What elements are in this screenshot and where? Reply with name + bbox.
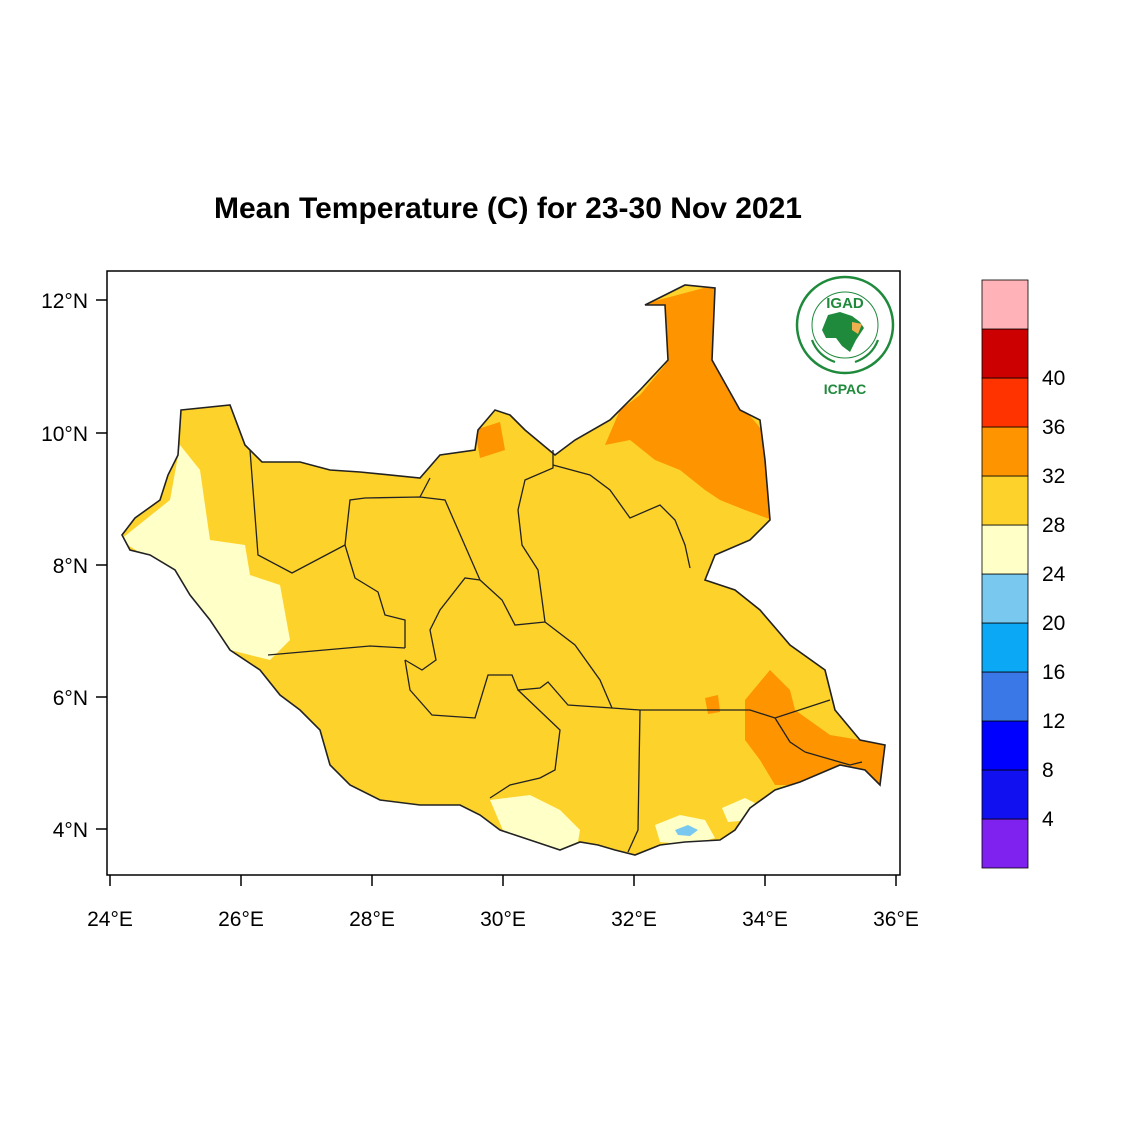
lon-tick-label: 36°E bbox=[873, 908, 919, 931]
colorbar-label: 32 bbox=[1042, 465, 1065, 488]
igad-icpac-logo: IGAD ICPAC bbox=[795, 275, 895, 397]
logo-name: IGAD bbox=[826, 295, 864, 312]
colorbar-bin bbox=[981, 377, 1029, 428]
lat-tick-label: 6°N bbox=[53, 687, 88, 710]
field-28-32-abyei bbox=[475, 422, 505, 458]
map-title: Mean Temperature (C) for 23-30 Nov 2021 bbox=[214, 192, 802, 225]
field-28-32-spot bbox=[705, 695, 720, 714]
colorbar-label: 24 bbox=[1042, 563, 1066, 586]
colorbar: 4 8 12 16 20 24 28 32 36 40 bbox=[981, 279, 1066, 869]
laurel-right-icon bbox=[854, 339, 880, 364]
colorbar-bin bbox=[981, 720, 1029, 771]
lon-tick-label: 24°E bbox=[87, 908, 133, 931]
logo-inner-ring bbox=[811, 291, 879, 359]
colorbar-bin bbox=[981, 671, 1029, 722]
colorbar-label: 8 bbox=[1042, 759, 1054, 782]
colorbar-bin bbox=[981, 328, 1029, 379]
colorbar-bin bbox=[981, 622, 1029, 673]
colorbar-label: 16 bbox=[1042, 661, 1065, 684]
igad-region-icon bbox=[852, 322, 862, 334]
lon-tick-label: 34°E bbox=[742, 908, 788, 931]
colorbar-bin bbox=[981, 769, 1029, 820]
colorbar-bin bbox=[981, 818, 1029, 869]
lat-tick-label: 8°N bbox=[53, 555, 88, 578]
colorbar-bin bbox=[981, 524, 1029, 575]
colorbar-label: 36 bbox=[1042, 416, 1065, 439]
colorbar-bin bbox=[981, 475, 1029, 526]
field-20-24-south bbox=[490, 795, 580, 855]
colorbar-label: 4 bbox=[1042, 808, 1054, 831]
field-16-20 bbox=[675, 825, 698, 836]
colorbar-bin bbox=[981, 573, 1029, 624]
field-28-32-north bbox=[605, 285, 772, 520]
africa-map-icon bbox=[822, 312, 864, 352]
colorbar-bin bbox=[981, 426, 1029, 477]
lon-tick-label: 30°E bbox=[480, 908, 526, 931]
state-boundaries bbox=[249, 449, 863, 853]
lat-tick-label: 12°N bbox=[41, 290, 88, 313]
lat-tick-label: 10°N bbox=[41, 423, 88, 446]
field-20-24-west bbox=[122, 445, 290, 660]
lon-tick-label: 28°E bbox=[349, 908, 395, 931]
lon-tick-label: 26°E bbox=[218, 908, 264, 931]
colorbar-bin bbox=[981, 279, 1029, 330]
axis-ticks bbox=[96, 299, 897, 886]
lat-tick-label: 4°N bbox=[53, 819, 88, 842]
colorbar-label: 40 bbox=[1042, 367, 1065, 390]
colorbar-label: 12 bbox=[1042, 710, 1065, 733]
colorbar-label: 20 bbox=[1042, 612, 1065, 635]
logo-subtitle: ICPAC bbox=[824, 381, 867, 397]
lon-tick-label: 32°E bbox=[611, 908, 657, 931]
laurel-left-icon bbox=[810, 339, 836, 364]
colorbar-label: 28 bbox=[1042, 514, 1065, 537]
field-28-32-southeast bbox=[745, 670, 885, 785]
